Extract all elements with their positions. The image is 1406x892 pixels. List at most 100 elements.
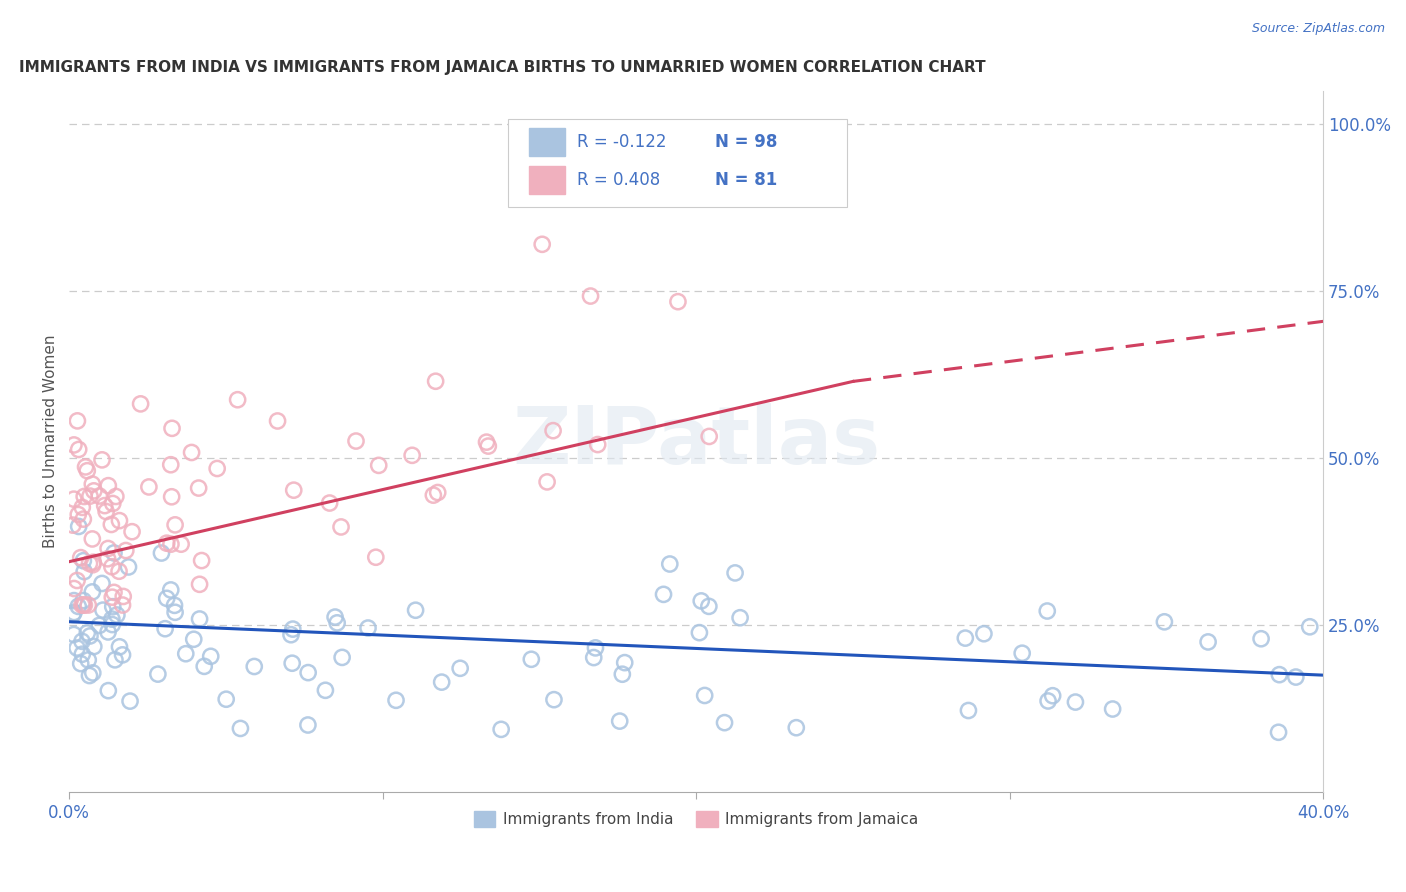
Point <box>91 453 114 467</box>
Point <box>72 598 94 612</box>
Point <box>63 593 86 607</box>
Point <box>174 647 197 661</box>
Point <box>425 374 447 388</box>
Point <box>111 598 134 612</box>
Bar <box>530 128 565 156</box>
Point <box>62 492 84 507</box>
Point <box>103 546 125 560</box>
Point <box>531 237 554 252</box>
Point <box>70 598 93 612</box>
Point <box>1153 615 1175 629</box>
Point <box>1042 689 1064 703</box>
Point <box>91 576 114 591</box>
Point <box>104 490 127 504</box>
Point <box>426 485 449 500</box>
Point <box>97 478 120 492</box>
Point <box>728 611 751 625</box>
Point <box>163 599 186 613</box>
Point <box>97 624 120 639</box>
Point <box>1250 632 1272 646</box>
Point <box>77 653 100 667</box>
Point <box>67 519 90 533</box>
Text: R = -0.122: R = -0.122 <box>576 133 666 152</box>
Point <box>330 650 353 665</box>
Point <box>79 668 101 682</box>
Point <box>693 689 716 703</box>
Point <box>697 429 720 443</box>
Point <box>314 683 336 698</box>
Point <box>283 483 305 498</box>
Point <box>75 459 97 474</box>
Point <box>215 692 238 706</box>
Point <box>112 590 135 604</box>
Point <box>67 442 90 457</box>
Point <box>82 665 104 680</box>
Point <box>326 615 349 630</box>
Point <box>118 694 141 708</box>
Point <box>114 543 136 558</box>
Point <box>67 599 90 614</box>
Point <box>612 667 634 681</box>
Point <box>72 500 94 515</box>
Point <box>117 560 139 574</box>
Point <box>146 667 169 681</box>
Point <box>1285 670 1308 684</box>
Point <box>489 723 512 737</box>
Point <box>108 564 131 578</box>
Point <box>69 550 91 565</box>
Point <box>585 640 607 655</box>
Point <box>297 718 319 732</box>
Point <box>83 640 105 654</box>
Point <box>543 692 565 706</box>
Y-axis label: Births to Unmarried Women: Births to Unmarried Women <box>44 334 58 549</box>
Point <box>97 551 120 566</box>
Point <box>101 612 124 626</box>
Point <box>73 598 96 612</box>
Point <box>385 693 408 707</box>
Point <box>690 594 713 608</box>
Point <box>121 524 143 539</box>
Point <box>159 582 181 597</box>
Point <box>1036 604 1059 618</box>
Point <box>188 612 211 626</box>
Point <box>89 618 111 632</box>
Point <box>73 490 96 504</box>
Point <box>72 647 94 661</box>
Point <box>666 294 689 309</box>
Point <box>72 593 94 607</box>
Point <box>165 605 187 619</box>
Point <box>609 714 631 728</box>
Point <box>82 585 104 599</box>
Point <box>103 585 125 599</box>
Point <box>697 599 720 614</box>
Point <box>652 587 675 601</box>
Point <box>520 652 543 666</box>
Point <box>97 541 120 556</box>
Point <box>77 598 100 612</box>
Point <box>266 414 288 428</box>
Point <box>579 289 602 303</box>
Point <box>153 622 176 636</box>
Point <box>93 499 115 513</box>
Legend: Immigrants from India, Immigrants from Jamaica: Immigrants from India, Immigrants from J… <box>468 805 925 833</box>
Point <box>710 144 733 158</box>
Point <box>330 520 353 534</box>
Point <box>91 603 114 617</box>
Point <box>187 481 209 495</box>
Point <box>150 546 173 560</box>
Point <box>229 722 252 736</box>
Point <box>82 555 104 569</box>
Point <box>76 626 98 640</box>
Point <box>82 477 104 491</box>
Text: Source: ZipAtlas.com: Source: ZipAtlas.com <box>1251 22 1385 36</box>
Point <box>280 628 302 642</box>
Point <box>101 590 124 604</box>
Point <box>357 621 380 635</box>
Point <box>66 640 89 655</box>
Point <box>97 683 120 698</box>
Point <box>82 558 104 572</box>
Point <box>188 577 211 591</box>
Point <box>1064 695 1087 709</box>
Point <box>1011 646 1033 660</box>
Point <box>658 557 681 571</box>
